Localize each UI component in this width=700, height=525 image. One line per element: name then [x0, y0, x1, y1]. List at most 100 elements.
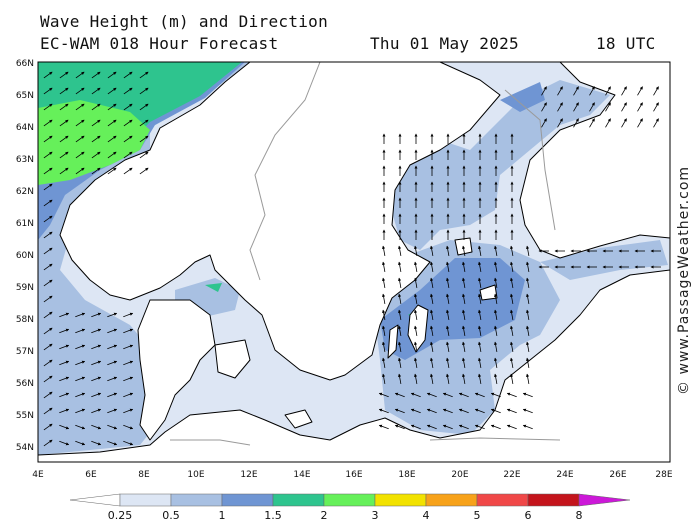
wave-direction-arrow [382, 357, 386, 368]
wave-direction-arrow [494, 245, 498, 256]
wave-direction-arrow [526, 373, 530, 384]
lat-tick-66n: 66N [16, 59, 34, 69]
wave-direction-arrow [107, 103, 117, 111]
lat-tick-60n: 60N [16, 251, 34, 261]
wave-direction-arrow [478, 341, 482, 352]
wave-direction-arrow [123, 312, 134, 318]
wave-direction-arrow [510, 309, 514, 320]
wave-direction-arrow [75, 135, 85, 143]
wave-direction-arrow [490, 392, 501, 398]
wave-direction-arrow [59, 424, 70, 430]
wave-direction-arrow [526, 245, 530, 256]
wave-direction-arrow [107, 312, 118, 318]
legend-swatch-5 [476, 493, 529, 507]
wave-direction-arrow [123, 328, 134, 334]
wave-direction-arrow [478, 309, 482, 320]
wave-direction-arrow [494, 357, 498, 368]
wave-direction-arrow [382, 293, 386, 304]
wave-direction-arrow [91, 408, 102, 414]
wave-direction-arrow [91, 135, 101, 143]
wave-direction-arrow [653, 102, 659, 112]
wave-direction-arrow [43, 199, 53, 207]
lat-tick-61n: 61N [16, 219, 34, 229]
wave-direction-arrow [426, 424, 437, 430]
wave-direction-arrow [414, 373, 418, 384]
wave-direction-arrow [462, 261, 466, 272]
wave-direction-arrow [526, 261, 530, 272]
wave-direction-arrow [75, 392, 86, 398]
wave-direction-arrow [43, 231, 53, 239]
wave-direction-arrow [123, 392, 134, 398]
wave-direction-arrow [637, 86, 643, 96]
legend-swatch-2 [323, 493, 376, 507]
wave-direction-arrow [123, 103, 133, 111]
lon-tick-20e: 20E [451, 470, 468, 480]
lon-tick-24e: 24E [556, 470, 573, 480]
wave-direction-arrow [75, 119, 85, 127]
wave-direction-arrow [446, 325, 450, 336]
wave-direction-arrow [458, 424, 469, 430]
wave-direction-arrow [557, 102, 563, 112]
wave-direction-arrow [510, 245, 514, 256]
wave-direction-arrow [414, 341, 418, 352]
wave-direction-arrow [43, 183, 53, 191]
wave-direction-arrow [43, 375, 53, 383]
wave-direction-arrow [139, 87, 149, 95]
wave-direction-arrow [510, 357, 514, 368]
wave-direction-arrow [123, 408, 134, 414]
wave-direction-arrow [59, 312, 70, 318]
wave-direction-arrow [557, 118, 563, 128]
wave-direction-arrow [506, 424, 517, 430]
lat-tick-54n: 54N [16, 443, 34, 453]
wave-direction-arrow [91, 103, 101, 111]
wave-direction-arrow [653, 118, 659, 128]
forecast-date: Thu 01 May 2025 [370, 34, 519, 53]
legend-label-8: 8 [576, 509, 583, 522]
legend-swatch-above-8 [578, 493, 631, 507]
wave-direction-arrow [75, 103, 85, 111]
wave-direction-arrow [510, 277, 514, 288]
wave-direction-arrow [43, 151, 53, 159]
wave-direction-arrow [43, 87, 53, 95]
model-label: EC-WAM 018 Hour Forecast [40, 34, 279, 53]
wave-direction-arrow [398, 357, 402, 368]
skagerrak-peak [205, 283, 222, 292]
wave-direction-arrow [123, 135, 133, 143]
wave-direction-arrow [59, 344, 70, 350]
lon-tick-28e: 28E [655, 470, 672, 480]
lat-tick-55n: 55N [16, 411, 34, 421]
wave-direction-arrow [462, 277, 466, 288]
wave-direction-arrow [43, 391, 53, 399]
wave-direction-arrow [91, 360, 102, 366]
wave-direction-arrow [414, 293, 418, 304]
wave-direction-arrow [91, 119, 101, 127]
wave-direction-arrow [123, 71, 133, 79]
wave-direction-arrow [621, 102, 627, 112]
wave-direction-arrow [43, 71, 53, 79]
wave-direction-arrow [43, 215, 53, 223]
wave-direction-arrow [526, 325, 530, 336]
wave-direction-arrow [43, 119, 53, 127]
wave-direction-arrow [43, 311, 53, 319]
wave-direction-arrow [478, 357, 482, 368]
wave-direction-arrow [430, 245, 434, 256]
wave-direction-arrow [410, 392, 421, 398]
wave-direction-arrow [494, 309, 498, 320]
lon-tick-26e: 26E [609, 470, 626, 480]
wave-direction-arrow [43, 407, 53, 415]
wave-direction-arrow [446, 293, 450, 304]
wave-direction-arrow [139, 119, 149, 127]
wave-direction-arrow [589, 86, 595, 96]
wave-direction-arrow [474, 408, 485, 414]
wave-direction-arrow [446, 357, 450, 368]
wave-direction-arrow [107, 167, 117, 175]
lon-tick-4e: 4E [32, 470, 44, 480]
wave-direction-arrow [123, 119, 133, 127]
legend-swatch-0-5 [170, 493, 223, 507]
wave-direction-arrow [510, 325, 514, 336]
wave-direction-arrow [398, 325, 402, 336]
wave-direction-arrow [59, 135, 69, 143]
wave-direction-arrow [446, 373, 450, 384]
wave-direction-arrow [478, 261, 482, 272]
wave-direction-arrow [462, 309, 466, 320]
